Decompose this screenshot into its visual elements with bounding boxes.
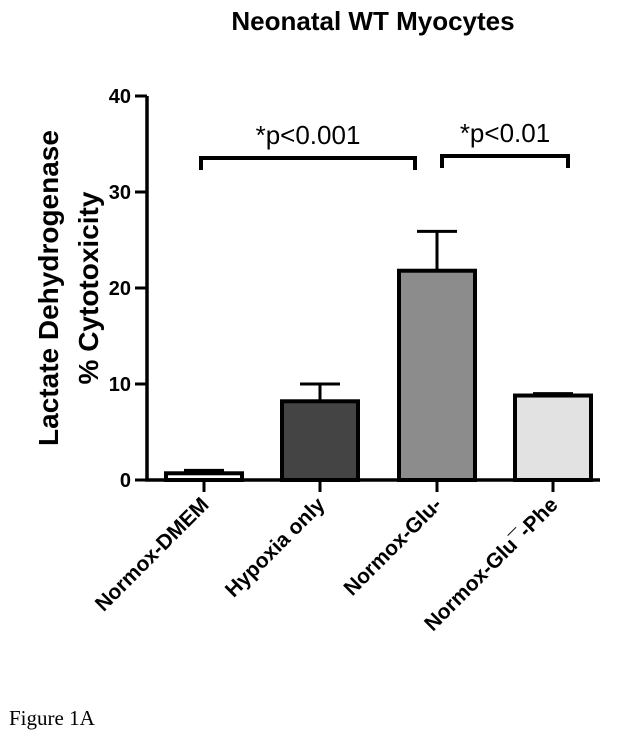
significance-label-1: *p<0.01 — [460, 118, 550, 148]
chart-title: Neonatal WT Myocytes — [231, 6, 514, 36]
y-tick-label-2: 20 — [109, 278, 131, 300]
y-axis-label: Lactate Dehydrogenase % Cytotoxicity — [33, 130, 104, 446]
bar-1 — [280, 399, 360, 482]
significance-bracket-0 — [199, 156, 417, 170]
category-label-1: Hypoxia only — [221, 493, 330, 602]
y-axis-label-line-1: Lactate Dehydrogenase — [33, 130, 64, 446]
y-tick-label-0: 0 — [120, 470, 131, 492]
bar-0 — [164, 471, 244, 482]
y-axis-label-line-2: % Cytotoxicity — [73, 191, 104, 384]
y-tick-label-4: 40 — [109, 86, 131, 108]
y-tick-label-3: 30 — [109, 182, 131, 204]
figure-caption: Figure 1A — [9, 706, 95, 730]
category-label-2: Normox-Glu- — [340, 493, 447, 600]
significance-label-0: *p<0.001 — [256, 120, 361, 150]
significance-bracket-1 — [440, 154, 570, 168]
bar-3 — [513, 393, 593, 482]
bar-2 — [397, 268, 477, 482]
y-tick-label-1: 10 — [109, 374, 131, 396]
category-label-3: Normox-Glu¯-Phe — [420, 493, 562, 635]
category-label-0: Normox-DMEM — [91, 493, 214, 616]
